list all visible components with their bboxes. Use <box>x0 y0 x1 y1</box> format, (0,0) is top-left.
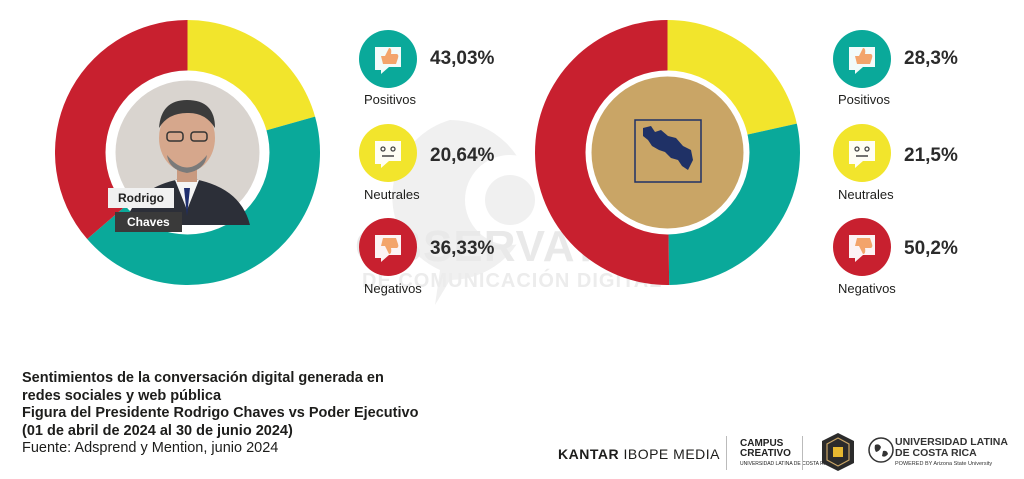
campus-creativo-logo: CAMPUS CREATIVO UNIVERSIDAD LATINA DE CO… <box>740 439 832 469</box>
thumbs-down-icon <box>833 218 891 276</box>
caption-line-3: Figura del Presidente Rodrigo Chaves vs … <box>22 405 419 421</box>
watermark-logo <box>392 120 555 305</box>
photo-label-first: Rodrigo <box>108 188 174 208</box>
kantar-rest: IBOPE MEDIA <box>619 446 720 462</box>
chaves-positivos-value: 43,03% <box>430 48 495 69</box>
donut-chaves <box>55 20 320 285</box>
chaves-negativos-label: Negativos <box>364 281 422 296</box>
chaves-neutrales-label: Neutrales <box>364 187 420 202</box>
campus-line2: CREATIVO <box>740 448 791 459</box>
costa-rica-frame <box>634 119 702 183</box>
ulat-line1: UNIVERSIDAD LATINA <box>895 436 1008 448</box>
caption-line-2: redes sociales y web pública <box>22 387 222 404</box>
thumbs-up-icon <box>833 30 891 88</box>
caption-line-1: Sentimientos de la conversación digital … <box>22 370 384 386</box>
ulatina-logo: UNIVERSIDAD LATINA DE COSTA RICA POWERED… <box>895 437 1008 470</box>
donut-ejecutivo <box>535 20 800 285</box>
campus-line1: CAMPUS <box>740 438 784 449</box>
caption-source: Fuente: Adsprend y Mention, junio 2024 <box>22 440 279 456</box>
caption-line-4: (01 de abril de 2024 al 30 de junio 2024… <box>22 422 293 439</box>
ejecutivo-positivos-label: Positivos <box>838 92 891 107</box>
chaves-negativos-value: 36,33% <box>430 238 495 259</box>
watermark-line2: DE COMUNICACIÓN DIGITAL <box>362 270 663 292</box>
campus-sub: UNIVERSIDAD LATINA DE COSTA RICA <box>740 461 833 467</box>
figure-caption: Sentimientos de la conversación digital … <box>22 370 482 458</box>
ulat-sub: POWERED BY Arizona State University <box>895 461 993 467</box>
ejecutivo-positivos-value: 28,3% <box>904 48 958 69</box>
ulat-line2: DE COSTA RICA <box>895 447 977 459</box>
logo-divider <box>802 436 803 470</box>
ejecutivo-negativos-value: 50,2% <box>904 238 958 259</box>
ejecutivo-neutrales-label: Neutrales <box>838 187 894 202</box>
logo-divider <box>726 436 727 470</box>
thumbs-up-icon <box>359 30 417 88</box>
ejecutivo-negativos-label: Negativos <box>838 281 896 296</box>
globe-icon <box>868 437 894 463</box>
chaves-neutrales-value: 20,64% <box>430 145 495 166</box>
neutral-face-icon <box>833 124 891 182</box>
photo-label-last: Chaves <box>115 212 182 232</box>
kantar-bold: KANTAR <box>558 446 620 462</box>
thumbs-down-icon <box>359 218 417 276</box>
badge-emblem-icon <box>822 433 854 471</box>
kantar-ibope-logo: KANTAR IBOPE MEDIA <box>558 446 720 462</box>
chaves-positivos-label: Positivos <box>364 92 417 107</box>
neutral-face-icon <box>359 124 417 182</box>
ejecutivo-neutrales-value: 21,5% <box>904 145 958 166</box>
costa-rica-map-icon <box>643 126 693 170</box>
